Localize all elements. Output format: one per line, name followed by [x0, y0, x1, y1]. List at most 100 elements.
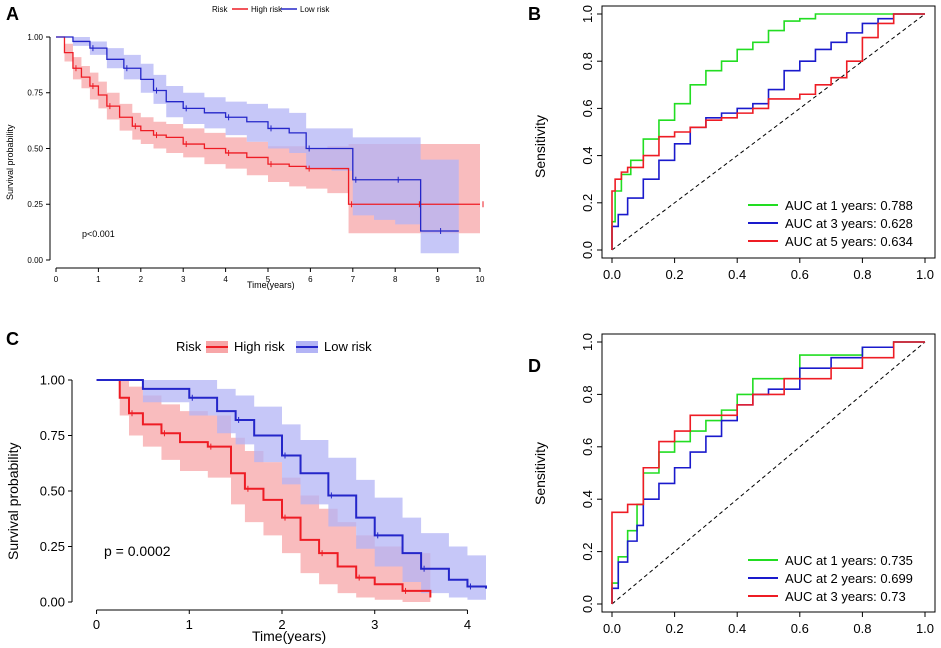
x-tick-label-b: 0.0: [603, 267, 621, 282]
x-tick-label-a: 7: [351, 275, 356, 284]
x-tick-label-d: 0.4: [728, 621, 746, 636]
legend-entry-b-2: AUC at 5 years: 0.634: [785, 234, 913, 249]
annotation-pvalue-a: p<0.001: [82, 229, 115, 239]
plot-frame-d: [601, 333, 936, 613]
reference-diagonal-b: [611, 13, 926, 251]
x-tick-label-a: 2: [139, 275, 144, 284]
y-tick-label-d: 0.0: [580, 595, 595, 613]
reference-diagonal-d: [611, 341, 926, 605]
roc-curve-d-1: [611, 341, 925, 604]
panel-label-c: C: [6, 329, 19, 349]
legend-b: AUC at 1 years: 0.788 AUC at 3 years: 0.6…: [748, 198, 913, 249]
x-tick-label-a: 0: [54, 275, 59, 284]
legend-title-a: Risk: [212, 5, 229, 14]
y-axis-label-a: Survival probability: [5, 124, 15, 200]
panel-a: A Risk High risk Low risk 0.00 0.25 0.50 0.…: [5, 4, 485, 290]
legend-entry-high-c: High risk: [234, 339, 285, 354]
panel-b: B 0.0 0.2 0.4 0.6 0.8 1.0 0.0 0.2 0.4 0.6 0.8 1.0 S…: [528, 4, 936, 282]
y-tick-label-c: 1.00: [40, 373, 65, 388]
y-tick-label-a: 0.25: [27, 200, 43, 209]
y-tick-label-b: 0.2: [580, 194, 595, 212]
roc-curve-b-2: [611, 13, 925, 250]
y-tick-label-c: 0.75: [40, 428, 65, 443]
legend-c: Risk High risk Low risk: [176, 339, 372, 354]
y-tick-label-a: 0.50: [27, 144, 43, 153]
roc-curve-d-0: [611, 341, 925, 604]
x-tick-label-c: 4: [464, 617, 471, 632]
legend-entry-d-1: AUC at 2 years: 0.699: [785, 571, 913, 586]
y-tick-label-b: 1.0: [580, 5, 595, 23]
legend-entry-low-c: Low risk: [324, 339, 372, 354]
legend-entry-d-0: AUC at 1 years: 0.735: [785, 553, 913, 568]
y-axis-label-d: Sensitivity: [532, 442, 548, 505]
annotation-pvalue-c: p = 0.0002: [104, 543, 171, 559]
y-tick-label-c: 0.50: [40, 484, 65, 499]
legend-d: AUC at 1 years: 0.735 AUC at 2 years: 0.6…: [748, 553, 913, 604]
x-tick-label-d: 1.0: [916, 621, 934, 636]
y-axis-label-c: Survival probability: [5, 443, 21, 561]
x-tick-label-a: 6: [308, 275, 313, 284]
y-tick-label-b: 0.0: [580, 241, 595, 259]
legend-entry-b-1: AUC at 3 years: 0.628: [785, 216, 913, 231]
y-tick-label-a: 1.00: [27, 33, 43, 42]
legend-title-c: Risk: [176, 339, 202, 354]
y-tick-label-b: 0.6: [580, 99, 595, 117]
y-tick-label-a: 0.75: [27, 89, 43, 98]
x-tick-label-b: 0.6: [791, 267, 809, 282]
y-tick-label-d: 1.0: [580, 333, 595, 351]
x-tick-label-c: 3: [371, 617, 378, 632]
x-tick-label-a: 8: [393, 275, 398, 284]
panel-d: D 0.0 0.2 0.4 0.6 0.8 1.0 0.0 0.2 0.4 0.6 0.8 1.0 S…: [528, 333, 936, 636]
x-tick-label-d: 0.8: [853, 621, 871, 636]
x-tick-label-d: 0.6: [791, 621, 809, 636]
y-tick-label-c: 0.00: [40, 595, 65, 610]
plot-area-c: 0.00 0.25 0.50 0.75 1.00 0 1 2 3 4: [40, 373, 487, 632]
x-tick-label-d: 0.2: [666, 621, 684, 636]
plot-frame-b: [601, 5, 936, 259]
roc-curve-b-0: [611, 13, 925, 250]
x-tick-label-b: 0.4: [728, 267, 746, 282]
panel-label-a: A: [6, 4, 19, 24]
y-tick-label-c: 0.25: [40, 539, 65, 554]
x-tick-label-c: 2: [278, 617, 285, 632]
panel-label-d: D: [528, 356, 541, 376]
y-tick-label-d: 0.6: [580, 438, 595, 456]
panel-label-b: B: [528, 4, 541, 24]
survival-curve-c-0: [96, 379, 432, 598]
x-tick-label-b: 1.0: [916, 267, 934, 282]
y-tick-label-d: 0.4: [580, 490, 595, 508]
roc-curve-d-2: [611, 341, 925, 604]
x-tick-label-b: 0.8: [853, 267, 871, 282]
plot-area-b: 0.0 0.2 0.4 0.6 0.8 1.0 0.0 0.2 0.4 0.6 0.8 1.0: [580, 5, 936, 282]
x-axis-label-c: Time(years): [252, 628, 326, 644]
x-tick-label-d: 0.0: [603, 621, 621, 636]
x-tick-label-a: 1: [96, 275, 101, 284]
y-tick-label-b: 0.8: [580, 52, 595, 70]
legend-entry-low-a: Low risk: [300, 5, 330, 14]
x-tick-label-b: 0.2: [666, 267, 684, 282]
legend-entry-d-2: AUC at 3 years: 0.73: [785, 589, 906, 604]
panel-c: C Risk High risk Low risk 0.000.250.500.…: [5, 329, 487, 644]
y-axis-label-b: Sensitivity: [532, 115, 548, 178]
plot-area-a: 0.00 0.25 0.50 0.75 1.00 0 1 2 3 4 5 6 7 8 9 10: [27, 33, 485, 284]
x-axis-label-a: Time(years): [247, 280, 295, 290]
ci-band-c-1: [96, 380, 486, 602]
legend-entry-b-0: AUC at 1 years: 0.788: [785, 198, 913, 213]
x-tick-label-a: 9: [435, 275, 440, 284]
survival-curve-c-1: [96, 379, 487, 589]
survival-curve-a-1: [56, 36, 459, 232]
x-tick-label-a: 10: [476, 275, 485, 284]
legend-a: Risk High risk Low risk: [212, 5, 330, 14]
x-tick-label-c: 0: [93, 617, 100, 632]
x-tick-label-a: 4: [223, 275, 228, 284]
survival-curve-a-0: [56, 36, 480, 205]
legend-entry-high-a: High risk: [251, 5, 283, 14]
y-tick-label-b: 0.4: [580, 147, 595, 165]
y-tick-label-d: 0.8: [580, 385, 595, 403]
plot-area-d: 0.0 0.2 0.4 0.6 0.8 1.0 0.0 0.2 0.4 0.6 0.8 1.0: [580, 333, 936, 636]
y-tick-label-d: 0.2: [580, 543, 595, 561]
x-tick-label-c: 1: [186, 617, 193, 632]
x-tick-label-a: 5: [266, 275, 271, 284]
y-tick-label-a: 0.00: [27, 256, 43, 265]
